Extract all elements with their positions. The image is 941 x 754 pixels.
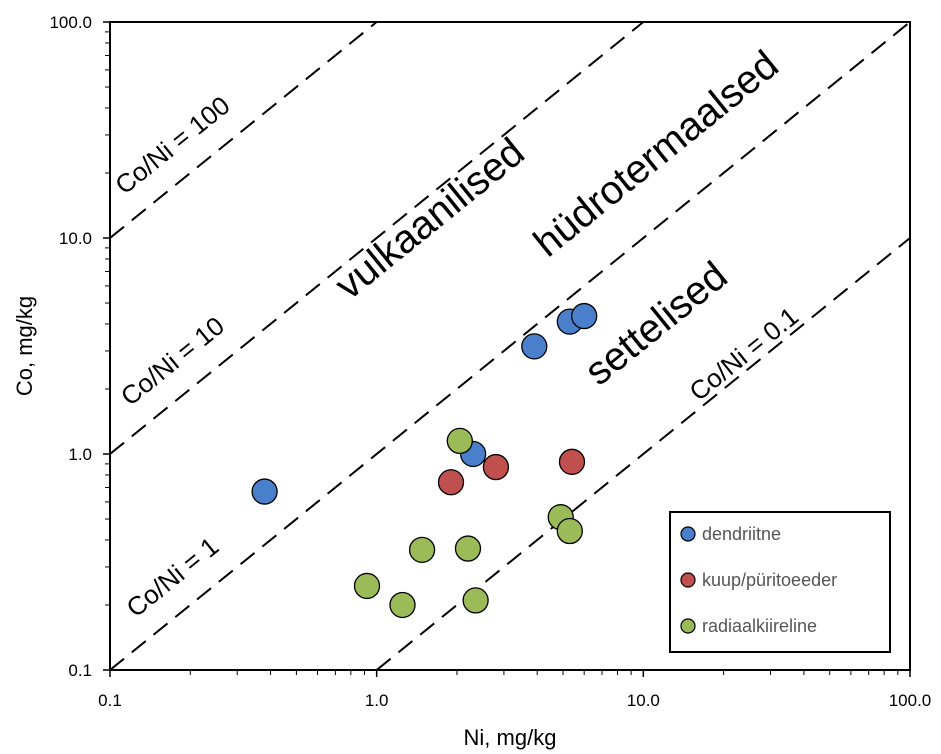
x-tick-label: 1.0 xyxy=(365,691,389,710)
legend-marker xyxy=(680,572,696,588)
region-label: vulkaanilised xyxy=(327,130,533,308)
x-axis-title: Ni, mg/kg xyxy=(464,725,557,750)
legend-marker xyxy=(680,618,696,634)
data-point xyxy=(353,572,381,600)
x-tick-label: 100.0 xyxy=(889,691,932,710)
data-point xyxy=(462,587,489,614)
data-point xyxy=(571,302,598,330)
reference-line-label: Co/Ni = 1 xyxy=(121,531,225,623)
data-point xyxy=(408,536,436,563)
x-tick-label: 0.1 xyxy=(98,691,122,710)
legend-marker xyxy=(680,526,696,542)
y-tick-label: 1.0 xyxy=(68,445,92,464)
data-point xyxy=(454,535,482,562)
data-point xyxy=(558,448,586,475)
y-tick-label: 100.0 xyxy=(49,13,92,32)
reference-line-label: Co/Ni = 0.1 xyxy=(684,301,805,407)
legend-label: radiaalkiireline xyxy=(702,616,817,636)
legend-label: dendriitne xyxy=(702,524,781,544)
y-tick-label: 0.1 xyxy=(68,661,92,680)
reference-line xyxy=(109,21,378,239)
legend: dendriitne kuup/püritoeeder radiaalkiireli… xyxy=(669,511,891,653)
data-point xyxy=(521,333,548,360)
reference-line-label: Co/Ni = 10 xyxy=(115,311,230,412)
data-point xyxy=(556,517,583,545)
reference-line xyxy=(109,21,911,671)
plot-frame xyxy=(109,21,911,671)
x-tick-label: 10.0 xyxy=(627,691,660,710)
legend-box xyxy=(669,511,891,653)
y-axis-ticks: 0.1 1.0 10.0 100.0 xyxy=(49,13,110,680)
y-tick-label: 10.0 xyxy=(59,229,92,248)
data-point xyxy=(251,478,278,505)
y-axis-title: Co, mg/kg xyxy=(12,296,37,396)
x-axis-ticks: 0.1 1.0 10.0 100.0 xyxy=(98,670,931,710)
data-point xyxy=(389,591,416,619)
reference-line xyxy=(109,21,644,455)
reference-line-label: Co/Ni = 100 xyxy=(109,90,235,200)
data-point xyxy=(446,427,473,455)
legend-label: kuup/püritoeeder xyxy=(702,570,837,590)
data-point xyxy=(437,469,465,496)
data-points xyxy=(251,302,598,619)
data-point xyxy=(482,453,510,481)
